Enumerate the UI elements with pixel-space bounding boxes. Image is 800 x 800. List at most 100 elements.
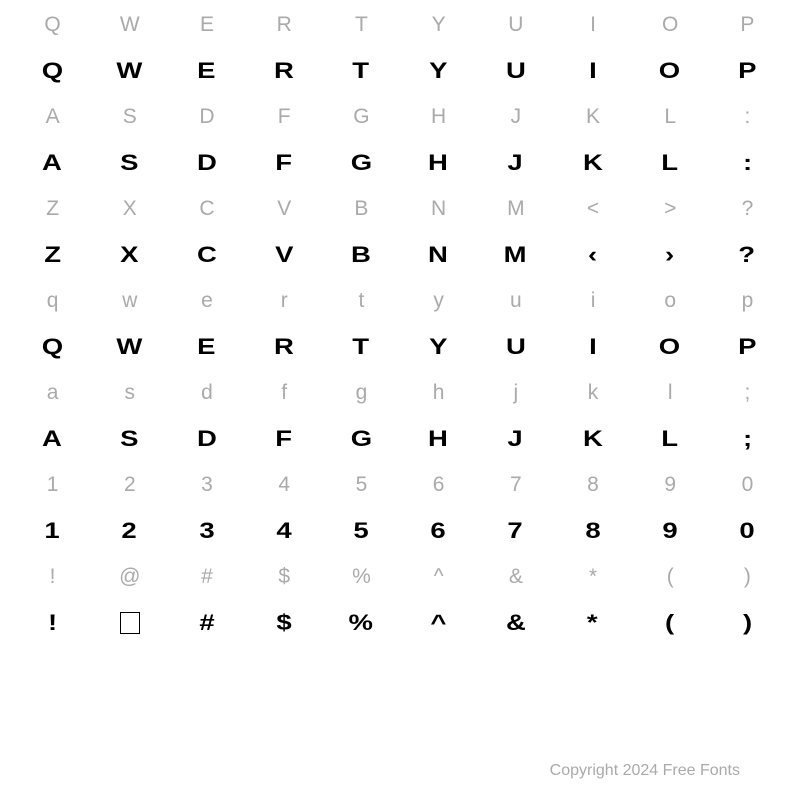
char-glyph: 5 bbox=[323, 518, 400, 544]
char-label: Y bbox=[400, 13, 477, 37]
char-glyph: K bbox=[554, 426, 631, 452]
char-glyph bbox=[91, 612, 168, 634]
char-label: * bbox=[554, 565, 631, 589]
char-glyph: S bbox=[91, 150, 168, 176]
char-label: 7 bbox=[477, 473, 554, 497]
char-glyph: K bbox=[554, 150, 631, 176]
char-label: o bbox=[632, 289, 709, 313]
char-label: I bbox=[554, 13, 631, 37]
char-glyph: 7 bbox=[477, 518, 554, 544]
label-row: qwertyuiop bbox=[14, 278, 786, 324]
char-glyph: 1 bbox=[14, 518, 91, 544]
char-label: 5 bbox=[323, 473, 400, 497]
char-glyph: J bbox=[477, 426, 554, 452]
char-label: N bbox=[400, 197, 477, 221]
char-label: q bbox=[14, 289, 91, 313]
char-label: ! bbox=[14, 565, 91, 589]
char-label: # bbox=[168, 565, 245, 589]
char-label: j bbox=[477, 381, 554, 405]
character-map-grid: QWERTYUIOPQWERTYUIOPASDFGHJKL:ASDFGHJKL:… bbox=[0, 0, 800, 646]
char-glyph: J bbox=[477, 150, 554, 176]
char-label: & bbox=[477, 565, 554, 589]
char-label: > bbox=[632, 197, 709, 221]
char-glyph: T bbox=[323, 58, 400, 84]
char-glyph: O bbox=[632, 58, 709, 84]
char-label: h bbox=[400, 381, 477, 405]
char-glyph: R bbox=[246, 58, 323, 84]
char-glyph: › bbox=[632, 242, 709, 268]
char-label: E bbox=[168, 13, 245, 37]
char-label: < bbox=[554, 197, 631, 221]
char-glyph: $ bbox=[246, 610, 323, 636]
char-label: @ bbox=[91, 565, 168, 589]
char-glyph: # bbox=[168, 610, 245, 636]
char-glyph: P bbox=[709, 58, 786, 84]
char-label: 9 bbox=[632, 473, 709, 497]
char-label: T bbox=[323, 13, 400, 37]
char-label: w bbox=[91, 289, 168, 313]
char-glyph: B bbox=[323, 242, 400, 268]
char-label: J bbox=[477, 105, 554, 129]
char-label: W bbox=[91, 13, 168, 37]
char-glyph: X bbox=[91, 242, 168, 268]
label-row: 1234567890 bbox=[14, 462, 786, 508]
glyph-row: QWERTYUIOP bbox=[14, 324, 786, 370]
char-label: f bbox=[246, 381, 323, 405]
char-label: r bbox=[246, 289, 323, 313]
char-label: s bbox=[91, 381, 168, 405]
char-label: 1 bbox=[14, 473, 91, 497]
char-glyph: 9 bbox=[632, 518, 709, 544]
char-glyph: I bbox=[554, 334, 631, 360]
char-label: Z bbox=[14, 197, 91, 221]
char-glyph: F bbox=[246, 150, 323, 176]
char-label: F bbox=[246, 105, 323, 129]
char-label: G bbox=[323, 105, 400, 129]
char-glyph: P bbox=[709, 334, 786, 360]
char-label: % bbox=[323, 565, 400, 589]
char-label: k bbox=[554, 381, 631, 405]
char-label: P bbox=[709, 13, 786, 37]
char-glyph: V bbox=[246, 242, 323, 268]
char-glyph: Z bbox=[14, 242, 91, 268]
char-label: B bbox=[323, 197, 400, 221]
char-label: R bbox=[246, 13, 323, 37]
char-label: d bbox=[168, 381, 245, 405]
char-label: 3 bbox=[168, 473, 245, 497]
char-glyph: W bbox=[91, 58, 168, 84]
char-glyph: Y bbox=[400, 334, 477, 360]
char-label: M bbox=[477, 197, 554, 221]
glyph-row: ZXCVBNM‹›? bbox=[14, 232, 786, 278]
char-glyph: 3 bbox=[168, 518, 245, 544]
char-glyph: ) bbox=[709, 610, 786, 636]
char-glyph: G bbox=[323, 426, 400, 452]
char-label: S bbox=[91, 105, 168, 129]
char-glyph: W bbox=[91, 334, 168, 360]
char-label: 4 bbox=[246, 473, 323, 497]
char-label: : bbox=[709, 105, 786, 129]
char-glyph: F bbox=[246, 426, 323, 452]
char-glyph: Q bbox=[14, 58, 91, 84]
glyph-row: !#$%^&*() bbox=[14, 600, 786, 646]
char-glyph: G bbox=[323, 150, 400, 176]
char-label: u bbox=[477, 289, 554, 313]
char-glyph: ( bbox=[632, 610, 709, 636]
copyright-footer: Copyright 2024 Free Fonts bbox=[550, 762, 740, 780]
char-label: i bbox=[554, 289, 631, 313]
char-glyph: A bbox=[14, 150, 91, 176]
char-glyph: % bbox=[323, 610, 400, 636]
glyph-row: ASDFGHJKL: bbox=[14, 140, 786, 186]
label-row: !@#$%^&*() bbox=[14, 554, 786, 600]
char-label: C bbox=[168, 197, 245, 221]
char-glyph: * bbox=[554, 610, 631, 636]
char-glyph: H bbox=[400, 150, 477, 176]
missing-glyph-box bbox=[120, 612, 140, 634]
glyph-row: 1234567890 bbox=[14, 508, 786, 554]
char-glyph: E bbox=[168, 334, 245, 360]
char-glyph: ? bbox=[709, 242, 786, 268]
char-glyph: D bbox=[168, 150, 245, 176]
char-glyph: ^ bbox=[400, 610, 477, 636]
char-label: K bbox=[554, 105, 631, 129]
char-label: 6 bbox=[400, 473, 477, 497]
char-label: 8 bbox=[554, 473, 631, 497]
char-glyph: M bbox=[477, 242, 554, 268]
